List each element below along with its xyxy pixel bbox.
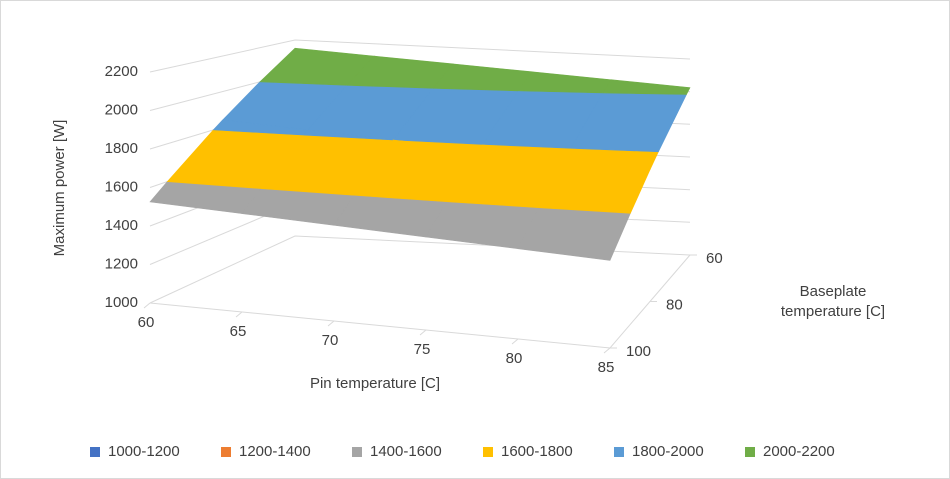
x-tick-label: 80	[506, 350, 523, 367]
legend-swatch	[483, 447, 493, 457]
legend-swatch	[221, 447, 231, 457]
x-tick-label: 60	[138, 314, 155, 331]
x-tick-label: 70	[322, 332, 339, 349]
surface-layer	[149, 47, 691, 261]
z-tick-label: 2200	[105, 63, 138, 80]
x-tick	[419, 329, 427, 336]
x-axis-label: Pin temperature [C]	[310, 375, 440, 392]
surface-cell	[538, 159, 651, 214]
legend-label: 1800-2000	[632, 443, 704, 460]
x-tick	[327, 320, 335, 327]
x-tick	[603, 347, 611, 354]
label-layer: 1000 1200 1400 1600 1800 2000 2200 60 65 70 75 80 85…	[90, 63, 835, 460]
legend-label: 1400-1600	[370, 443, 442, 460]
y-tick-label: 100	[626, 343, 651, 360]
x-tick-label: 75	[414, 341, 431, 358]
x-tick	[235, 311, 243, 318]
legend-label: 2000-2200	[763, 443, 835, 460]
z-tick-label: 1400	[105, 217, 138, 234]
legend-label: 1000-1200	[108, 443, 180, 460]
z-axis-label: Maximum power [W]	[51, 120, 68, 257]
y-axis-label-line: temperature [C]	[781, 303, 885, 320]
legend-swatch	[90, 447, 100, 457]
y-tick-label: 80	[666, 296, 683, 313]
surface-cell	[303, 129, 394, 141]
legend-swatch	[745, 447, 755, 457]
surface-cell	[602, 79, 691, 95]
z-tick-label: 1800	[105, 140, 138, 157]
legend-label: 1200-1400	[239, 443, 311, 460]
legend-swatch	[352, 447, 362, 457]
x-tick-label: 65	[230, 323, 247, 340]
y-axis-label-line: Baseplate	[800, 283, 867, 300]
z-tick-label: 1600	[105, 178, 138, 195]
x-tick-label: 85	[598, 359, 615, 376]
legend-swatch	[614, 447, 624, 457]
x-tick	[143, 302, 151, 309]
legend-label: 1600-1800	[501, 443, 573, 460]
y-tick-label: 60	[706, 250, 723, 267]
z-tick-label: 1200	[105, 255, 138, 272]
z-tick-label: 1000	[105, 294, 138, 311]
x-tick	[511, 338, 519, 345]
z-tick-label: 2000	[105, 101, 138, 118]
grid-line	[149, 39, 691, 73]
